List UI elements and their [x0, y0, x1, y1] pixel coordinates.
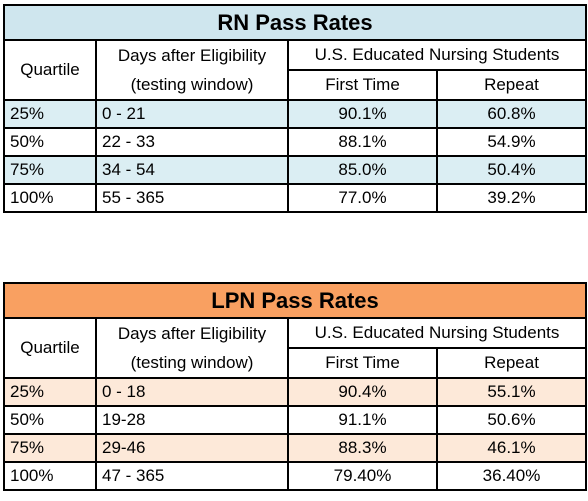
repeat-cell: 54.9% [436, 127, 587, 157]
rn-days-header-line1: Days after Eligibility [117, 46, 267, 65]
repeat-cell: 36.40% [435, 461, 588, 491]
table-row: 100% 47 - 365 79.40% 36.40% [3, 461, 588, 491]
lpn-group-header: U.S. Educated Nursing Students [286, 317, 588, 349]
days-cell: 55 - 365 [95, 183, 289, 213]
table-row: 25% 0 - 21 90.1% 60.8% [3, 99, 587, 129]
days-cell: 34 - 54 [95, 155, 289, 185]
first-time-cell: 79.40% [287, 461, 438, 491]
days-cell: 19-28 [95, 405, 289, 435]
lpn-first-time-header: First Time [287, 347, 438, 379]
repeat-cell: 46.1% [435, 433, 588, 463]
days-cell: 47 - 365 [95, 461, 289, 491]
days-cell: 22 - 33 [95, 127, 289, 157]
days-cell: 0 - 21 [95, 99, 289, 129]
rn-quartile-header: Quartile [3, 39, 97, 101]
quartile-cell: 100% [3, 183, 97, 213]
lpn-days-header-line2: (testing window) [130, 353, 254, 372]
rn-table-title: RN Pass Rates [3, 4, 587, 41]
quartile-cell: 75% [3, 155, 97, 185]
first-time-cell: 85.0% [287, 155, 438, 185]
repeat-cell: 50.6% [435, 405, 588, 435]
quartile-cell: 75% [3, 433, 97, 463]
lpn-repeat-header: Repeat [435, 347, 588, 379]
quartile-cell: 100% [3, 461, 97, 491]
repeat-cell: 55.1% [435, 377, 588, 407]
rn-repeat-header: Repeat [436, 69, 587, 101]
rn-first-time-header: First Time [287, 69, 438, 101]
repeat-cell: 39.2% [436, 183, 587, 213]
first-time-cell: 77.0% [287, 183, 438, 213]
rn-group-header: U.S. Educated Nursing Students [287, 39, 587, 71]
repeat-cell: 50.4% [436, 155, 587, 185]
table-row: 75% 29-46 88.3% 46.1% [3, 433, 588, 463]
lpn-days-header: Days after Eligibility (testing window) [95, 317, 289, 379]
repeat-cell: 60.8% [436, 99, 587, 129]
first-time-cell: 88.1% [287, 127, 438, 157]
table-row: 25% 0 - 18 90.4% 55.1% [3, 377, 588, 407]
first-time-cell: 91.1% [287, 405, 438, 435]
lpn-quartile-header: Quartile [3, 317, 97, 379]
rn-pass-rates-table: RN Pass Rates Quartile Days after Eligib… [3, 4, 587, 213]
rn-days-header: Days after Eligibility (testing window) [95, 39, 289, 101]
table-row: 75% 34 - 54 85.0% 50.4% [3, 155, 587, 185]
lpn-pass-rates-table: LPN Pass Rates Quartile Days after Eligi… [2, 282, 588, 491]
first-time-cell: 90.1% [287, 99, 438, 129]
quartile-cell: 50% [3, 405, 97, 435]
lpn-days-header-line1: Days after Eligibility [117, 324, 267, 343]
first-time-cell: 90.4% [287, 377, 438, 407]
rn-days-header-line2: (testing window) [130, 75, 254, 94]
first-time-cell: 88.3% [287, 433, 438, 463]
quartile-cell: 25% [3, 99, 97, 129]
table-row: 100% 55 - 365 77.0% 39.2% [3, 183, 587, 213]
days-cell: 29-46 [95, 433, 289, 463]
table-row: 50% 22 - 33 88.1% 54.9% [3, 127, 587, 157]
quartile-cell: 50% [3, 127, 97, 157]
days-cell: 0 - 18 [95, 377, 289, 407]
lpn-table-title: LPN Pass Rates [2, 282, 588, 319]
quartile-cell: 25% [3, 377, 97, 407]
table-row: 50% 19-28 91.1% 50.6% [3, 405, 588, 435]
